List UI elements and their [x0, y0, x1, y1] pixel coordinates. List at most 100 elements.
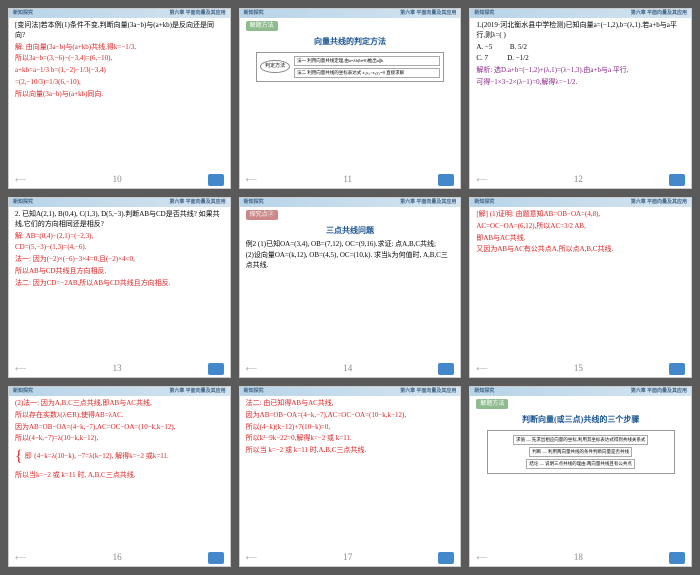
topic-label: 新知探究 — [13, 388, 33, 395]
slide-footer: ⟵ 17 — [246, 551, 455, 564]
nav-next-icon[interactable] — [438, 174, 454, 186]
slide-13: 新知探究 第六章 平面向量及其应用 2. 已知A(2,1), B(0,4), C(1… — [8, 197, 231, 378]
slide-header: 新知探究 第六章 平面向量及其应用 — [9, 198, 230, 207]
page-number: 14 — [343, 362, 352, 375]
text-line: CD=(5,−3)−(1,3)=(4,−6). — [15, 243, 224, 253]
text-line: 所以(4−k)(k−12)+7(10−k)=0, — [246, 423, 455, 433]
slide-12: 新知探究 第六章 平面向量及其应用 1.(2019·河北衡水县中学检测)已知向量a=… — [469, 8, 692, 189]
nav-next-icon[interactable] — [438, 363, 454, 375]
text-line: 即AB与AC共线. — [476, 234, 685, 244]
chapter-label: 第六章 平面向量及其应用 — [631, 388, 687, 395]
nav-back-icon[interactable]: ⟵ — [476, 552, 487, 563]
text-line: {即 {4−k=λ(10−k), −7=λ(k−12), 解得k=−2 或k=1… — [15, 446, 224, 468]
text-line: (2)法一: 因为A,B,C三点共线,即AB与AC共线, — [15, 399, 224, 409]
nav-back-icon[interactable]: ⟵ — [15, 174, 26, 185]
step-row: 判断 — 利用两向量共线的条件判断向量是否共线 — [529, 447, 632, 457]
text-line: 法二: 因为CD=−2AB,所以AB与CD共线且方向相反. — [15, 279, 224, 289]
nav-back-icon[interactable]: ⟵ — [476, 174, 487, 185]
slide-footer: ⟵15 — [476, 362, 685, 375]
page-number: 11 — [343, 173, 352, 186]
nav-next-icon[interactable] — [208, 363, 224, 375]
slide-header: 新知探究 第六章 平面向量及其应用 — [240, 198, 461, 207]
steps-diagram: 求值 — 先求出相应向量的坐标,利用其坐标表达式得到共线关系式判断 — 利用两向… — [487, 430, 675, 475]
topic-label: 新知探究 — [13, 10, 33, 17]
text-line: AC=OC−OA=(6,12),所以AC=3/2 AB, — [476, 222, 685, 232]
slide-footer: ⟵16 — [15, 551, 224, 564]
text-line: 又因为AB与AC有公共点A,所以点A,B,C共线. — [476, 245, 685, 255]
text-line: =(2,−10/3)=1/3(6,−10), — [15, 78, 224, 88]
text-line: 1.(2019·河北衡水县中学检测)已知向量a=(−1,2),b=(λ,1).若… — [476, 21, 685, 41]
slide-15: 新知探究第六章 平面向量及其应用 [解] (1)证明: 由题意知AB=OB−OA=… — [469, 197, 692, 378]
text-line: 所以向量(3a−b)与(a+kb)同向. — [15, 90, 224, 100]
nav-next-icon[interactable] — [669, 552, 685, 564]
topic-label: 新知探究 — [474, 10, 494, 17]
chapter-label: 第六章 平面向量及其应用 — [631, 10, 687, 17]
topic-label: 新知探究 — [474, 388, 494, 395]
chapter-label: 第六章 平面向量及其应用 — [400, 388, 456, 395]
slide-11: 新知探究第六章 平面向量及其应用解题方法向量共线的判定方法判定方法法一 利用向量… — [239, 8, 462, 189]
text-line: 解析: 选D.a+b=(−1,2)+(λ,1)=(λ−1,3).由a+b与a 平… — [476, 66, 685, 76]
slide-17: 新知探究 第六章 平面向量及其应用法二: 由已知得AB与AC共线, 因为AB=OB−… — [239, 386, 462, 567]
slide-header: 新知探究 第六章 平面向量及其应用 — [470, 387, 691, 396]
nav-next-icon[interactable] — [669, 363, 685, 375]
slide-header: 新知探究 第六章 平面向量及其应用 — [240, 387, 461, 396]
slide-footer: ⟵ 18 — [476, 551, 685, 564]
chapter-label: 第六章 平面向量及其应用 — [400, 199, 456, 206]
nav-back-icon[interactable]: ⟵ — [476, 363, 487, 374]
nav-next-icon[interactable] — [208, 552, 224, 564]
text-line: (2)设向量OA=(k,12), OB=(4,5), OC=(10,k). 求当… — [246, 251, 455, 271]
text-line: 例2 (1)已知OA=(3,4), OB=(7,12), OC=(9,16).求… — [246, 240, 455, 250]
step-row: 求值 — 先求出相应向量的坐标,利用其坐标表达式得到共线关系式 — [513, 435, 648, 445]
slide-footer: ⟵ 14 — [246, 362, 455, 375]
nav-next-icon[interactable] — [438, 552, 454, 564]
diagram-row: 法二 利用向量共线的坐标表达式 x₁y₂−x₂y₁=0 直接求解 — [294, 68, 440, 78]
text-line: [解] (1)证明: 由题意知AB=OB−OA=(4,8), — [476, 210, 685, 220]
diagram-oval: 判定方法 — [260, 60, 290, 73]
text-line: 因为AB=OB−OA=(4−k,−7),AC=OC−OA=(10−k,k−12)… — [15, 423, 224, 433]
method-box: 探究点② — [246, 210, 278, 220]
slide-grid: 新知探究第六章 平面向量及其应用[变问法]若本例(1)条件不变,判断向量(3a−… — [8, 8, 692, 567]
nav-back-icon[interactable]: ⟵ — [246, 552, 257, 563]
chapter-label: 第六章 平面向量及其应用 — [631, 199, 687, 206]
method-box: 解题方法 — [246, 21, 278, 31]
slide-14: 新知探究第六章 平面向量及其应用探究点②三点共线问题例2 (1)已知OA=(3,… — [239, 197, 462, 378]
topic-label: 新知探究 — [13, 199, 33, 206]
nav-back-icon[interactable]: ⟵ — [15, 552, 26, 563]
text-line: 2. 已知A(2,1), B(0,4), C(1,3), D(5,−3).判断A… — [15, 210, 224, 230]
slide-header: 新知探究第六章 平面向量及其应用 — [9, 387, 230, 396]
text-line: 所以当k=−2 或 k=11 时, A,B,C三点共线. — [15, 471, 224, 481]
page-number: 18 — [574, 551, 583, 564]
page-number: 10 — [113, 173, 122, 186]
slide-16: 新知探究第六章 平面向量及其应用 (2)法一: 因为A,B,C三点共线,即AB与A… — [8, 386, 231, 567]
text-line: 所以当 k=−2 或 k=11 时,A,B,C三点共线. — [246, 446, 455, 456]
nav-next-icon[interactable] — [208, 174, 224, 186]
page-number: 17 — [343, 551, 352, 564]
topic-label: 新知探究 — [244, 199, 264, 206]
text-line: 因为AB=OB−OA=(4−k,−7),AC=OC−OA=(10−k,k−12)… — [246, 411, 455, 421]
slide-header: 新知探究 第六章 平面向量及其应用 — [470, 9, 691, 18]
method-box: 解题方法 — [476, 399, 508, 409]
text-line: 所以(4−k,−7)=λ(10−k,k−12), — [15, 434, 224, 444]
slide-header: 新知探究第六章 平面向量及其应用 — [240, 9, 461, 18]
text-line: 所以AB与CD共线且方向相反. — [15, 267, 224, 277]
slide-footer: ⟵ 12 — [476, 173, 685, 186]
text-line: A. −5 B. 5/2 — [476, 43, 685, 53]
text-line: a+kb=a−1/3 b=(1,−2)−1/3(−3,4) — [15, 66, 224, 76]
nav-back-icon[interactable]: ⟵ — [246, 174, 257, 185]
subtitle: 向量共线的判定方法 — [246, 36, 455, 47]
nav-back-icon[interactable]: ⟵ — [246, 363, 257, 374]
slide-header: 新知探究第六章 平面向量及其应用 — [470, 198, 691, 207]
page-number: 12 — [574, 173, 583, 186]
nav-back-icon[interactable]: ⟵ — [15, 363, 26, 374]
slide-footer: ⟵ 11 — [246, 173, 455, 186]
text-line: [变问法]若本例(1)条件不变,判断向量(3a−b)与(a+kb)是反向还是同向… — [15, 21, 224, 41]
text-line: 法二: 由已知得AB与AC共线, — [246, 399, 455, 409]
chapter-label: 第六章 平面向量及其应用 — [169, 199, 225, 206]
text-line: 所以3a−b=(3,−6)−(−3,4)=(6,−10), — [15, 54, 224, 64]
nav-next-icon[interactable] — [669, 174, 685, 186]
slide-footer: ⟵ 10 — [15, 173, 224, 186]
slide-18: 新知探究第六章 平面向量及其应用解题方法判断向量(或三点)共线的三个步骤求值 —… — [469, 386, 692, 567]
chapter-label: 第六章 平面向量及其应用 — [169, 10, 225, 17]
step-row: 结论 — 说明三点共线的理由:两向量共线且有公共点 — [526, 459, 635, 469]
topic-label: 新知探究 — [244, 388, 264, 395]
